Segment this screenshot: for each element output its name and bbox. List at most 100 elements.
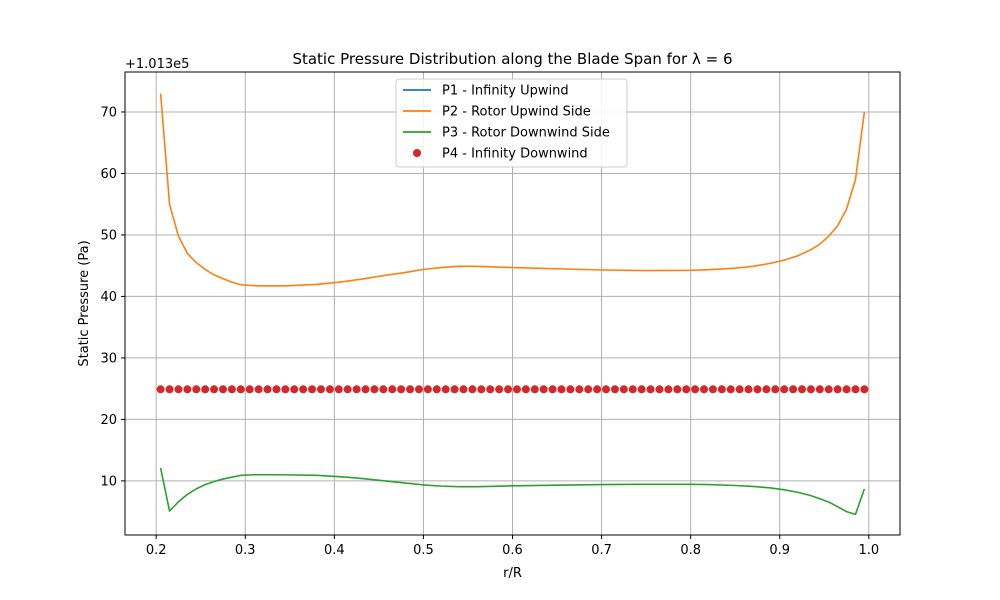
y-axis-label: Static Pressure (Pa) [77,240,92,366]
x-axis-ticks: 0.2 0.3 0.4 0.5 0.6 0.7 0.8 0.9 1.0 [146,535,879,558]
x-axis-label: r/R [503,566,522,581]
legend-items: P1 - Infinity Upwind P2 - Rotor Upwind Si… [403,84,610,162]
series-4-point [459,385,468,394]
series-2-line [159,93,866,287]
series-4-point [735,385,744,394]
series-4-point [486,385,495,394]
series-4-point [361,385,370,394]
series-4-point [352,385,361,394]
series-4-point [628,385,637,394]
x-tick-label: 0.9 [769,543,790,558]
legend-label: P2 - Rotor Upwind Side [442,105,591,120]
series-4-point [156,385,165,394]
y-tick-label: 40 [100,290,117,305]
series-4-point [664,385,673,394]
series-4-point [218,385,227,394]
y-axis-ticks: 10 20 30 40 50 60 70 [100,105,125,489]
series-4-point [646,385,655,394]
legend-marker [413,149,421,157]
series-4-point [717,385,726,394]
series-4-point [379,385,388,394]
legend: P1 - Infinity Upwind P2 - Rotor Upwind Si… [395,78,628,168]
series-4-point [495,385,504,394]
series-4-point [236,385,245,394]
series-4-point [343,385,352,394]
series-4-point [334,385,343,394]
series-4-point [789,385,798,394]
legend-label: P4 - Infinity Downwind [442,147,588,162]
series-4-point [272,385,281,394]
series-4-point [281,385,290,394]
series-4-point [245,385,254,394]
series-4-point [842,385,851,394]
x-tick-label: 0.4 [324,543,345,558]
series-4-point [227,385,236,394]
series-4-point [521,385,530,394]
series-4-point [762,385,771,394]
x-tick-label: 0.2 [146,543,167,558]
series-4-point [441,385,450,394]
series-4-point [584,385,593,394]
series-4-point [414,385,423,394]
series-4-point [602,385,611,394]
series-4-point [504,385,513,394]
series-4-point [619,385,628,394]
series-4-point [860,385,869,394]
series-4-point [726,385,735,394]
series-4-point [290,385,299,394]
series-4-point [682,385,691,394]
x-tick-label: 1.0 [858,543,879,558]
series-4-point [263,385,272,394]
y-tick-label: 20 [100,413,117,428]
series-3-line [159,467,866,516]
series-4-point [165,385,174,394]
series-4-point [299,385,308,394]
series-4-point [548,385,557,394]
series-4-point [691,385,700,394]
series-4-point [397,385,406,394]
series-4-point [780,385,789,394]
series-4-point [566,385,575,394]
series-4-point [316,385,325,394]
y-tick-label: 70 [100,105,117,120]
series-4-point [468,385,477,394]
series-4-point [798,385,807,394]
series-4-point [851,385,860,394]
series-4-point [174,385,183,394]
series-4-point [406,385,415,394]
x-tick-label: 0.7 [591,543,612,558]
x-tick-label: 0.8 [680,543,701,558]
series-4-point [388,385,397,394]
series-4-point [557,385,566,394]
y-tick-label: 10 [100,474,117,489]
series-4-point [833,385,842,394]
series-layer [156,93,869,516]
series-4-point [539,385,548,394]
series-4-point [744,385,753,394]
series-4-point [700,385,709,394]
series-4-point [432,385,441,394]
series-4-point [708,385,717,394]
x-tick-label: 0.6 [502,543,523,558]
series-4-point [593,385,602,394]
series-4-point [423,385,432,394]
series-4-point [201,385,210,394]
series-4-point [530,385,539,394]
series-4-point [512,385,521,394]
series-4-point [450,385,459,394]
series-4-point [824,385,833,394]
y-tick-label: 60 [100,167,117,182]
series-4-point [210,385,219,394]
legend-box [395,78,628,168]
series-4-point [254,385,263,394]
y-offset-label: +1.013e5 [125,57,189,72]
chart-title: Static Pressure Distribution along the B… [292,50,732,68]
legend-label: P1 - Infinity Upwind [442,84,569,99]
series-4-point [655,385,664,394]
series-4-point [673,385,682,394]
series-4-point [806,385,815,394]
x-tick-label: 0.3 [235,543,256,558]
series-4-point [192,385,201,394]
legend-label: P3 - Rotor Downwind Side [442,126,610,141]
series-4-point [637,385,646,394]
